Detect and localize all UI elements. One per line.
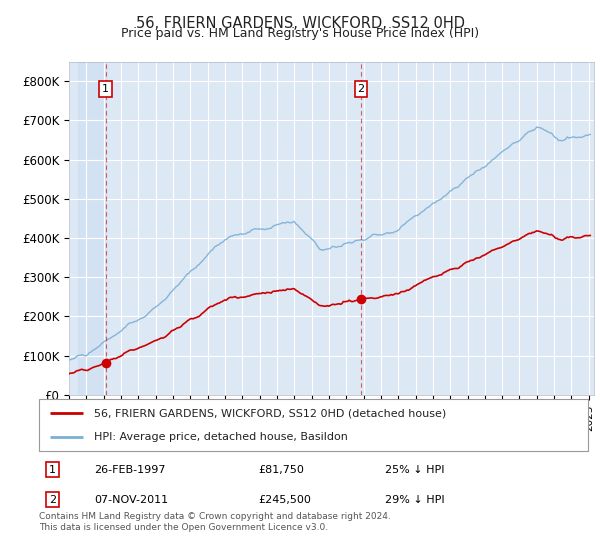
Text: Price paid vs. HM Land Registry's House Price Index (HPI): Price paid vs. HM Land Registry's House … — [121, 27, 479, 40]
FancyBboxPatch shape — [39, 399, 588, 451]
Text: 2: 2 — [49, 494, 56, 505]
Text: 29% ↓ HPI: 29% ↓ HPI — [385, 494, 445, 505]
Text: 25% ↓ HPI: 25% ↓ HPI — [385, 465, 445, 474]
Text: 1: 1 — [49, 465, 56, 474]
Text: £245,500: £245,500 — [259, 494, 311, 505]
Text: £81,750: £81,750 — [259, 465, 304, 474]
Text: 56, FRIERN GARDENS, WICKFORD, SS12 0HD (detached house): 56, FRIERN GARDENS, WICKFORD, SS12 0HD (… — [94, 408, 446, 418]
Text: Contains HM Land Registry data © Crown copyright and database right 2024.
This d: Contains HM Land Registry data © Crown c… — [39, 512, 391, 532]
Text: 2: 2 — [358, 84, 365, 94]
Text: HPI: Average price, detached house, Basildon: HPI: Average price, detached house, Basi… — [94, 432, 348, 442]
Text: 1: 1 — [102, 84, 109, 94]
Bar — [77, 62, 106, 395]
Text: 07-NOV-2011: 07-NOV-2011 — [94, 494, 168, 505]
Text: 56, FRIERN GARDENS, WICKFORD, SS12 0HD: 56, FRIERN GARDENS, WICKFORD, SS12 0HD — [136, 16, 464, 31]
Text: 26-FEB-1997: 26-FEB-1997 — [94, 465, 166, 474]
